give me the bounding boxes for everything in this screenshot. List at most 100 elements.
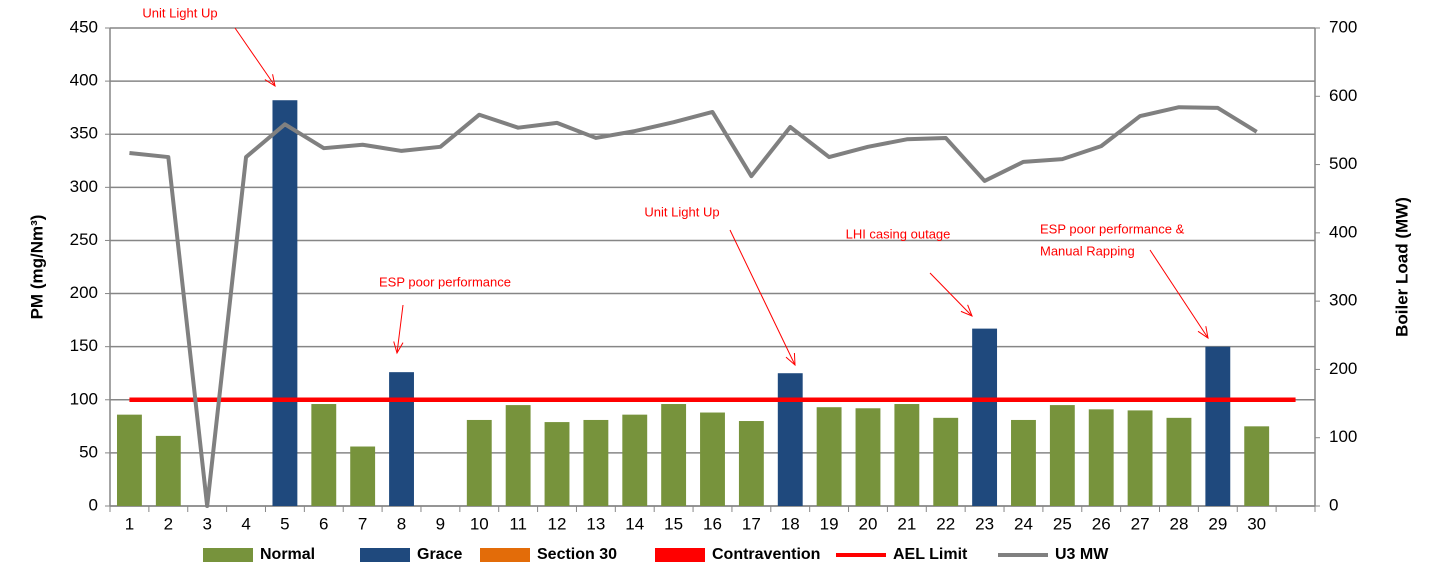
x-tick-label: 30 [1247,514,1266,533]
y2-tick-label: 700 [1329,17,1357,36]
x-tick-label: 23 [975,514,994,533]
bar [933,417,959,506]
y-tick-label: 400 [70,71,98,90]
x-tick-label: 12 [548,514,567,533]
y-tick-label: 100 [70,389,98,408]
y2-tick-label: 400 [1329,222,1357,241]
bar [1127,410,1153,506]
x-tick-label: 21 [897,514,916,533]
bar [1205,346,1231,506]
bar [1088,409,1114,506]
arrow-head [785,352,796,367]
y-axis-label: PM (mg/Nm³) [27,215,46,320]
bar [894,404,920,506]
x-tick-label: 2 [164,514,173,533]
bar [466,419,492,506]
legend-swatch [655,548,705,562]
bar [855,408,881,506]
x-tick-label: 20 [859,514,878,533]
legend-swatch [480,548,530,562]
legend-swatch [203,548,253,562]
x-tick-label: 28 [1169,514,1188,533]
annotation: Unit Light Up [142,5,217,20]
bar [661,404,687,506]
line-series [129,105,1258,508]
y2-tick-label: 100 [1329,427,1357,446]
bar [816,407,842,506]
bar [116,414,142,506]
arrow-head [393,341,404,355]
legend-label: Grace [417,546,462,563]
bar [583,419,609,506]
legend-label: Normal [260,546,315,563]
bar [350,446,376,506]
annotation-arrow [929,272,973,317]
bar [622,414,648,506]
x-tick-label: 11 [509,514,527,533]
legend-label: U3 MW [1055,546,1109,563]
y2-tick-label: 600 [1329,86,1357,105]
x-tick-label: 29 [1208,514,1227,533]
x-tick-label: 18 [781,514,800,533]
x-tick-label: 25 [1053,514,1072,533]
y-tick-label: 50 [79,442,98,461]
y2-tick-label: 300 [1329,291,1357,310]
arrow-head [1197,326,1209,340]
bar [972,328,998,506]
annotation: ESP poor performance & [1040,221,1185,236]
annotation: Unit Light Up [644,204,719,219]
legend-swatch [360,548,410,562]
x-tick-label: 9 [436,514,445,533]
bar [738,421,764,506]
annotation-arrow [1149,249,1209,339]
y2-tick-label: 200 [1329,359,1357,378]
bar [155,435,181,506]
x-tick-label: 8 [397,514,406,533]
x-tick-label: 27 [1131,514,1150,533]
x-tick-label: 24 [1014,514,1033,533]
x-tick-label: 15 [664,514,683,533]
legend-label: Contravention [712,546,820,563]
bar [389,372,414,506]
bar [272,100,298,506]
x-tick-label: 22 [936,514,955,533]
x-tick-label: 17 [742,514,761,533]
bar [1049,405,1075,506]
x-tick-label: 5 [280,514,289,533]
arrow-head [960,304,973,317]
arrow-head [264,74,276,88]
bar [1011,419,1036,506]
y2-tick-label: 0 [1329,495,1338,514]
x-tick-label: 10 [470,514,489,533]
x-tick-label: 16 [703,514,722,533]
x-tick-label: 4 [241,514,250,533]
x-tick-label: 1 [125,514,134,533]
bar [311,404,337,506]
annotation: ESP poor performance [379,274,511,289]
x-tick-label: 26 [1092,514,1111,533]
bar [1166,417,1192,506]
y-tick-label: 150 [70,336,98,355]
y-tick-label: 300 [70,177,98,196]
bar [544,422,570,506]
y2-tick-label: 500 [1329,154,1357,173]
x-tick-label: 7 [358,514,367,533]
annotation: LHI casing outage [846,226,951,241]
annotation: Manual Rapping [1040,243,1135,258]
x-tick-label: 13 [586,514,605,533]
y2-axis-label: Boiler Load (MW) [1392,197,1411,337]
annotation-arrow [396,304,404,354]
y-tick-label: 200 [70,283,98,302]
x-tick-label: 19 [820,514,839,533]
legend-label: Section 30 [537,546,617,563]
x-tick-label: 6 [319,514,328,533]
bar [777,373,803,506]
bar [505,405,531,506]
y-tick-label: 0 [89,495,98,514]
x-tick-label: 3 [202,514,211,533]
y-tick-label: 250 [70,230,98,249]
y-tick-label: 450 [70,17,98,36]
bar [700,412,725,506]
y-tick-label: 350 [70,124,98,143]
